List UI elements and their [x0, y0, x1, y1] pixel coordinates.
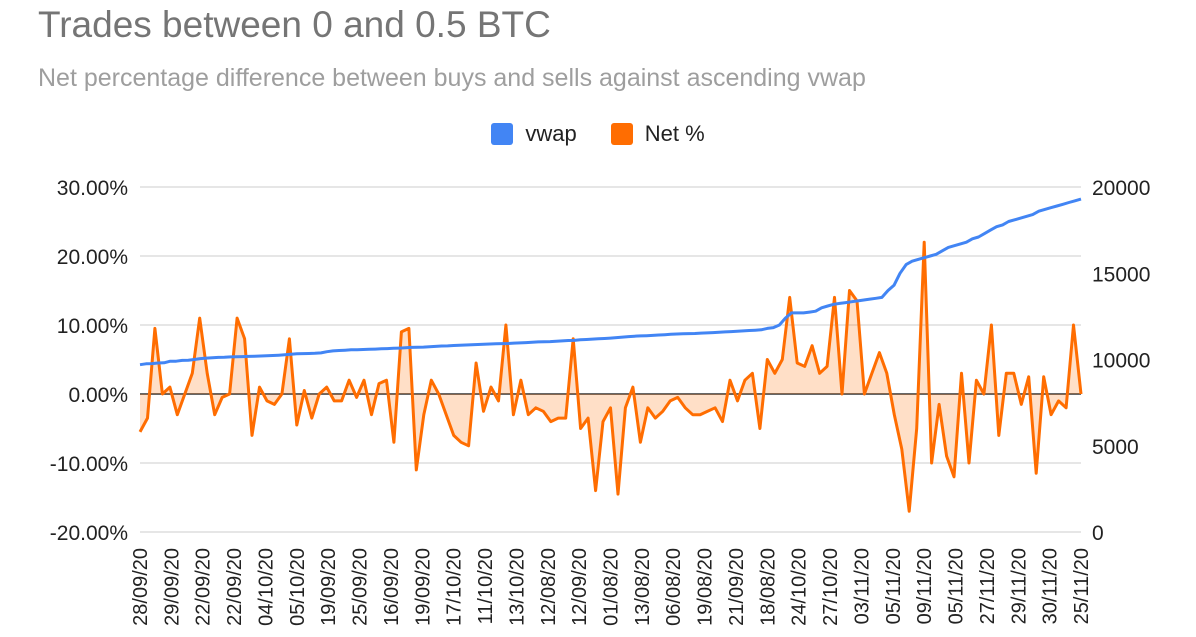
- x-tick-label: 16/09/20: [381, 548, 403, 626]
- x-tick-label: 05/11/20: [883, 548, 905, 624]
- x-tick-label: 27/10/20: [820, 548, 842, 626]
- x-tick-label: 03/11/20: [851, 548, 873, 624]
- y-left-tick-label: 20.00%: [57, 246, 128, 269]
- x-tick-label: 19/09/20: [412, 548, 434, 626]
- x-tick-label: 22/09/20: [193, 548, 215, 626]
- chart-subtitle: Net percentage difference between buys a…: [38, 64, 866, 92]
- x-tick-label: 13/10/20: [506, 548, 528, 626]
- x-tick-label: 05/10/20: [287, 548, 309, 626]
- x-tick-label: 29/09/20: [161, 548, 183, 626]
- x-tick-label: 25/11/20: [1071, 548, 1093, 624]
- y-left-tick-label: 0.00%: [68, 384, 128, 407]
- x-tick-label: 05/11/20: [946, 548, 968, 624]
- y-left-tick-label: 10.00%: [57, 315, 128, 338]
- x-tick-label: 29/11/20: [1008, 548, 1030, 624]
- legend-label-vwap: vwap: [525, 121, 577, 146]
- y-right-tick-label: 15000: [1092, 263, 1150, 286]
- chart-title: Trades between 0 and 0.5 BTC: [38, 4, 551, 45]
- x-tick-label: 12/08/20: [538, 548, 560, 626]
- x-tick-label: 25/09/20: [350, 548, 372, 626]
- legend-item-net: Net %: [610, 121, 705, 147]
- x-tick-label: 27/11/20: [977, 548, 999, 624]
- net-percent-area: [140, 242, 1081, 512]
- legend-swatch-vwap: [491, 123, 514, 145]
- y-left-tick-label: -20.00%: [50, 522, 128, 545]
- x-tick-label: 18/08/20: [757, 548, 779, 626]
- x-tick-label: 04/10/20: [256, 548, 278, 626]
- y-right-tick-label: 0: [1092, 522, 1104, 545]
- y-right-tick-label: 5000: [1092, 436, 1139, 459]
- x-tick-label: 12/09/20: [569, 548, 591, 626]
- y-right-tick-label: 10000: [1092, 350, 1150, 373]
- x-tick-label: 09/11/20: [914, 548, 936, 624]
- legend-swatch-net: [610, 123, 633, 145]
- x-tick-label: 22/09/20: [224, 548, 246, 626]
- y-left-tick-label: -10.00%: [50, 453, 128, 476]
- x-tick-label: 24/10/20: [789, 548, 811, 626]
- x-tick-label: 19/08/20: [695, 548, 717, 626]
- legend-label-net: Net %: [644, 121, 705, 146]
- x-tick-label: 21/09/20: [726, 548, 748, 626]
- y-right-tick-label: 20000: [1092, 177, 1150, 200]
- vwap-line: [139, 197, 1082, 367]
- net-percent-line: [138, 240, 1083, 513]
- x-tick-label: 11/10/20: [475, 548, 497, 624]
- x-tick-label: 28/09/20: [130, 548, 152, 626]
- legend: vwap Net %: [0, 121, 1196, 147]
- x-tick-label: 01/08/20: [601, 548, 623, 626]
- x-tick-label: 06/08/20: [663, 548, 685, 626]
- x-tick-label: 13/08/20: [632, 548, 654, 626]
- x-tick-label: 17/10/20: [444, 548, 466, 626]
- x-tick-label: 30/11/20: [1040, 548, 1062, 624]
- y-left-tick-label: 30.00%: [57, 177, 128, 200]
- x-tick-label: 19/09/20: [318, 548, 340, 626]
- legend-item-vwap: vwap: [491, 121, 577, 147]
